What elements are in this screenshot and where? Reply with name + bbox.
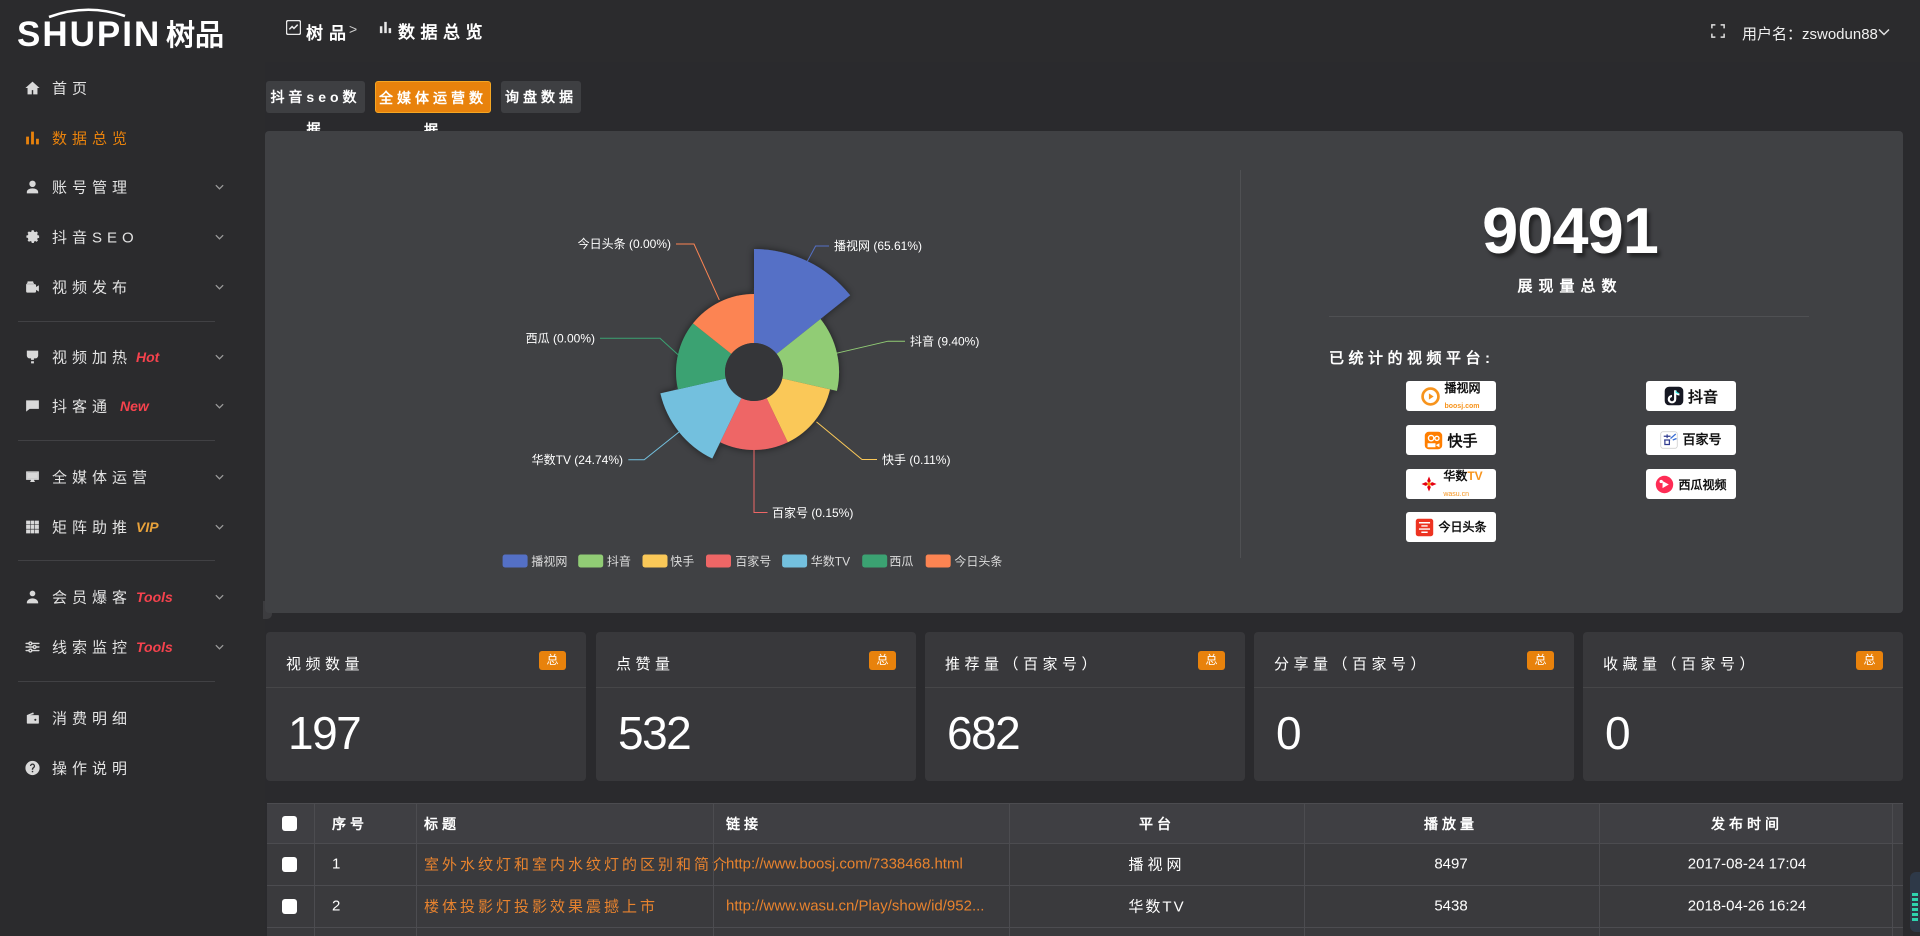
svg-text:百家号: 百家号	[735, 553, 771, 568]
svg-text:播视网: 播视网	[531, 553, 567, 568]
svg-text:快手: 快手	[670, 554, 694, 568]
svg-text:快手 (0.11%): 快手 (0.11%)	[882, 453, 950, 467]
svg-text:百家号 (0.15%): 百家号 (0.15%)	[772, 505, 853, 520]
svg-text:抖音: 抖音	[607, 553, 631, 568]
svg-text:树品: 树品	[166, 19, 224, 52]
svg-text:西瓜 (0.00%): 西瓜 (0.00%)	[526, 332, 595, 346]
svg-text:今日头条: 今日头条	[954, 553, 1002, 568]
svg-text:今日头条 (0.00%): 今日头条 (0.00%)	[578, 236, 671, 251]
svg-text:西瓜: 西瓜	[889, 554, 913, 568]
svg-text:播视网 (65.61%): 播视网 (65.61%)	[834, 238, 922, 253]
svg-text:抖音 (9.40%): 抖音 (9.40%)	[910, 334, 979, 349]
svg-text:华数TV (24.74%): 华数TV (24.74%)	[532, 452, 623, 467]
svg-text:华数TV: 华数TV	[811, 553, 850, 568]
svg-text:SHUPIN: SHUPIN	[17, 15, 161, 54]
